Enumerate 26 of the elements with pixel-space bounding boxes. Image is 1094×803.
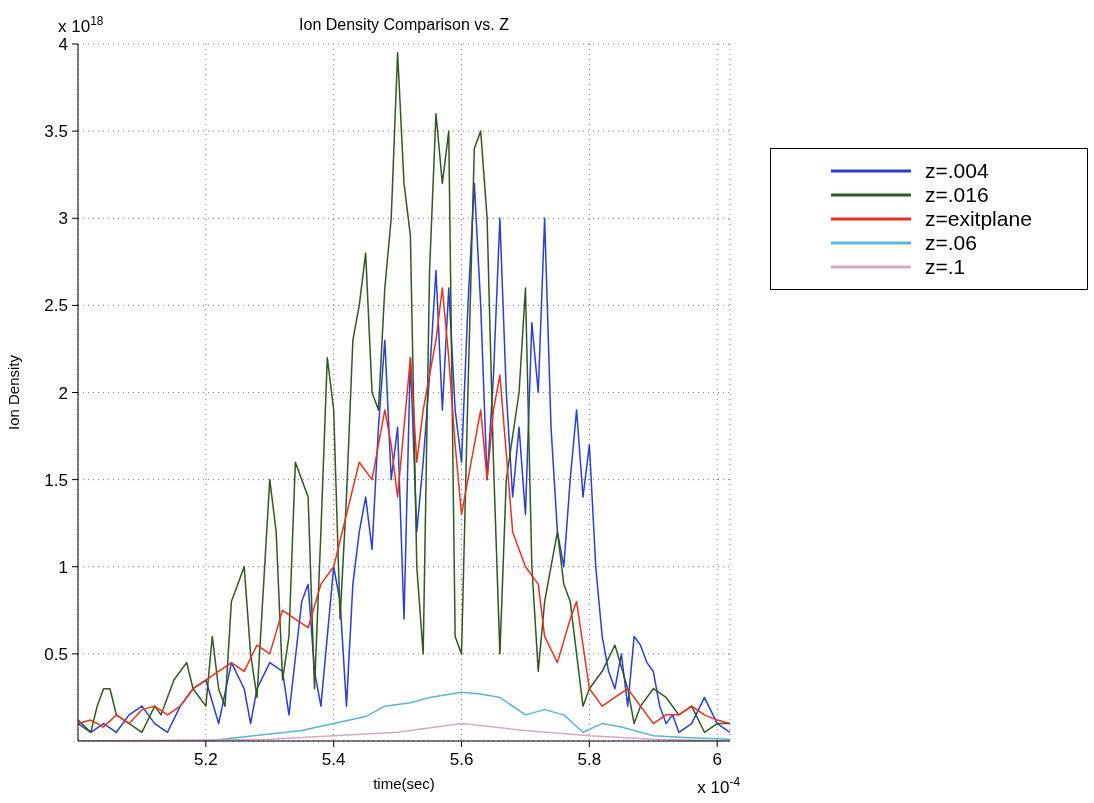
line-series: [78, 287, 730, 728]
x-tick-label: 5.4: [321, 750, 346, 770]
y-axis-title: Ion Density: [5, 354, 23, 431]
line-series: [78, 51, 730, 734]
legend-label: z=.004: [925, 159, 989, 183]
y-tick-label: 1.5: [44, 470, 68, 490]
text: x 10$^{18}$: [58, 14, 104, 36]
legend-label: z=.1: [925, 255, 966, 279]
y-tick-label: 2: [58, 383, 68, 403]
line-series: [78, 182, 730, 734]
legend-label: z=exitplane: [925, 207, 1032, 231]
x-tick-label: 5.6: [449, 750, 474, 770]
x-axis-title: time(sec): [373, 775, 435, 792]
legend-label: z=.016: [925, 183, 989, 207]
y-tick-label: 0.5: [44, 644, 68, 664]
legend-label: z=.06: [925, 231, 977, 255]
y-tick-label: 2.5: [44, 296, 68, 316]
text: x 10$^{-4}$: [697, 775, 741, 797]
x-tick-label: 5.2: [194, 750, 218, 770]
x-tick-label: 6: [712, 750, 722, 770]
y-tick-label: 4: [58, 35, 68, 55]
x-tick-label: 5.8: [577, 750, 602, 770]
y-tick-label: 3: [58, 209, 68, 229]
y-tick-label: 3.5: [44, 122, 68, 142]
chart-title: Ion Density Comparison vs. Z: [299, 16, 510, 33]
y-tick-label: 1: [58, 557, 68, 577]
